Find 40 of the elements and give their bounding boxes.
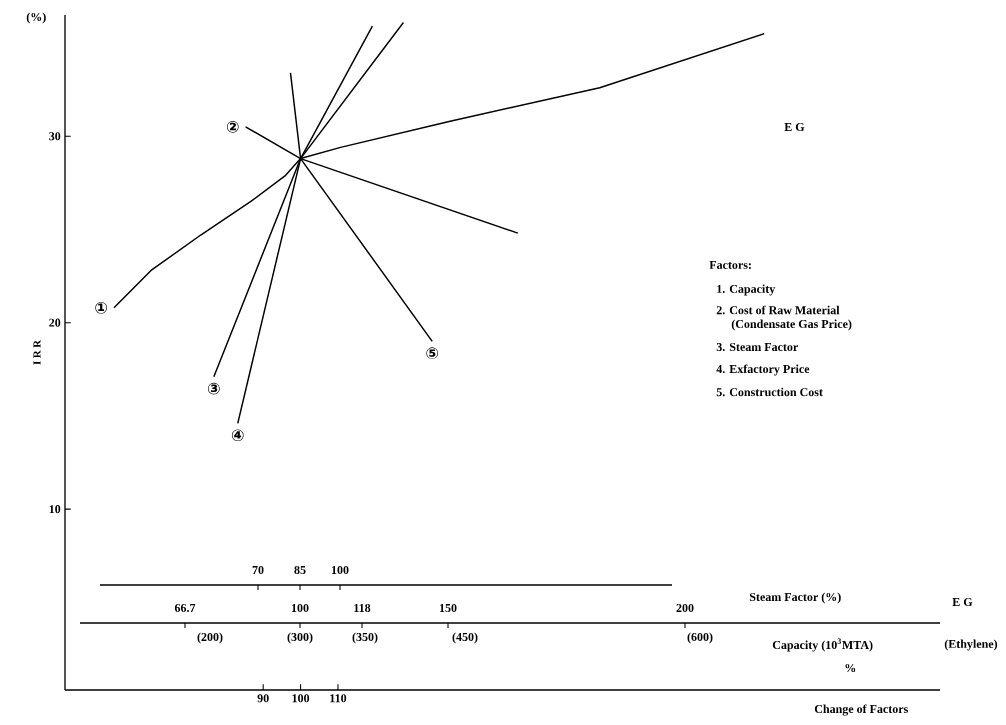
annotation: 100	[291, 603, 309, 613]
annotation: 2. Cost of Raw Material	[716, 305, 840, 315]
annotation: 3. Steam Factor	[716, 342, 798, 352]
annotation: 5. Construction Cost	[716, 387, 823, 397]
text: (Ethylene)	[944, 639, 998, 651]
x-tick-label: 110	[330, 694, 347, 703]
annotation: Steam Factor (%)	[749, 592, 841, 604]
annotation: E G	[784, 122, 805, 132]
annotation: (300)	[287, 632, 313, 644]
series-label: ⑤	[426, 347, 439, 360]
annotation: Capacity (10$^{3}$MTA)	[772, 638, 873, 652]
annotation: 1. Capacity	[717, 284, 776, 296]
series-label: ③	[208, 382, 220, 395]
annotation: Factors:	[709, 260, 751, 270]
y-axis-title: I R R	[33, 339, 41, 365]
y-tick-label: 20	[49, 318, 61, 327]
series-label: ①	[95, 301, 107, 314]
x-tick-label: 90	[257, 694, 269, 703]
text: (%)	[26, 12, 46, 24]
annotation: 66.7	[174, 603, 196, 613]
annotation: 85	[294, 565, 306, 575]
annotation: 100	[331, 565, 349, 575]
annotation: 200	[676, 603, 694, 613]
annotation: (350)	[352, 632, 378, 644]
annotation: %	[845, 663, 856, 673]
text: E G	[952, 597, 973, 607]
series-label: ②	[226, 121, 239, 133]
annotation: (450)	[452, 632, 478, 644]
annotation: (200)	[197, 632, 223, 644]
y-tick-label: 30	[49, 132, 61, 141]
x-tick-label: 100	[292, 694, 310, 703]
series-label: ④	[231, 429, 244, 442]
annotation: (Condensate Gas Price)	[731, 319, 852, 331]
x-axis-title: Change of Factors	[814, 704, 908, 716]
y-tick-label: 10	[49, 505, 61, 514]
annotation: 4. Exfactory Price	[716, 364, 810, 376]
annotation: (600)	[687, 632, 713, 644]
annotation: 118	[354, 603, 371, 613]
annotation: 150	[439, 603, 457, 613]
annotation: 70	[252, 565, 264, 575]
